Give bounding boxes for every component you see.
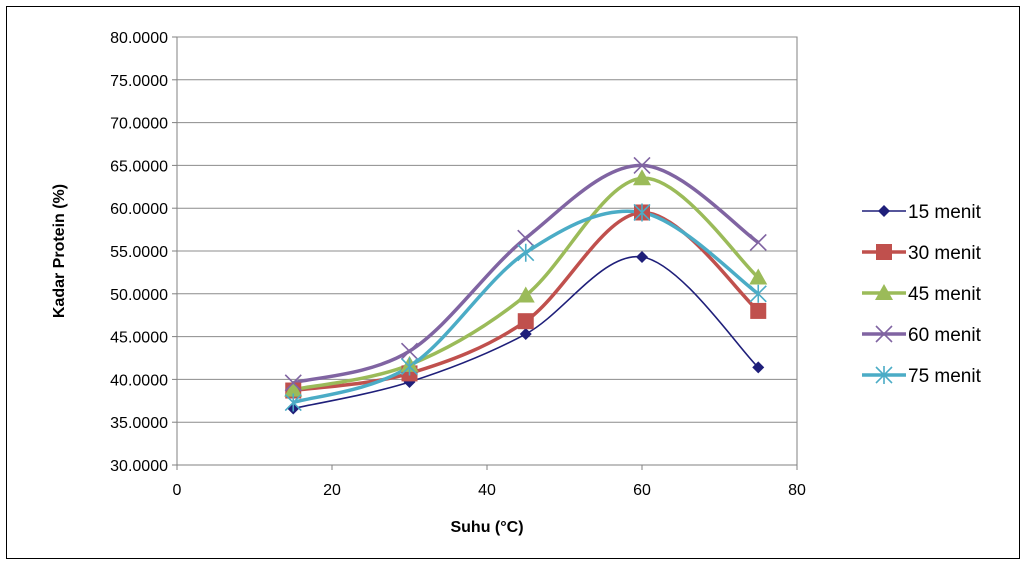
x-tick-label: 40: [478, 482, 496, 499]
data-point: [633, 156, 651, 174]
data-point: [284, 393, 302, 412]
y-tick-label: 30.0000: [110, 458, 168, 475]
x-axis-title: Suhu (°C): [450, 519, 523, 536]
y-tick-label: 60.0000: [110, 201, 168, 218]
legend-marker: [875, 284, 893, 300]
data-point: [284, 380, 303, 397]
x-axis-ticks: 0 20 40 60 80: [173, 465, 806, 499]
y-axis-title: Kadar Protein (%): [51, 184, 68, 318]
data-point: [517, 313, 534, 330]
series-markers: [284, 156, 768, 415]
data-point: [633, 169, 651, 186]
y-tick-label: 40.0000: [110, 372, 168, 389]
x-tick-label: 20: [323, 482, 341, 499]
y-axis-ticks: 30.0000 35.0000 40.0000 45.0000 50.0000 55.00…: [110, 30, 177, 475]
legend-item: 45 menit: [862, 284, 982, 305]
legend-label: 45 menit: [908, 284, 982, 305]
x-tick-label: 60: [633, 482, 651, 499]
y-tick-label: 45.0000: [110, 330, 168, 347]
y-tick-label: 50.0000: [110, 287, 168, 304]
legend-item: 60 menit: [862, 325, 982, 346]
legend: 15 menit 30 menit 45 menit 60 menit 75 menit: [862, 202, 982, 387]
data-point: [633, 203, 651, 222]
data-point: [517, 243, 535, 262]
legend-item: 30 menit: [862, 243, 982, 264]
x-tick-label: 0: [173, 482, 182, 499]
y-tick-label: 35.0000: [110, 415, 168, 432]
data-point: [750, 302, 767, 319]
x-tick-label: 80: [788, 482, 806, 499]
legend-label: 15 menit: [908, 202, 982, 223]
data-point: [400, 342, 419, 360]
data-point: [517, 229, 535, 247]
data-point: [400, 357, 419, 376]
data-point: [752, 361, 765, 374]
y-tick-label: 75.0000: [110, 73, 168, 90]
legend-label: 30 menit: [908, 243, 982, 264]
legend-marker: [875, 366, 893, 384]
data-point: [516, 286, 535, 303]
data-point: [749, 284, 767, 303]
y-tick-label: 80.0000: [110, 30, 168, 47]
legend-item: 15 menit: [862, 202, 982, 223]
series-line-3: [292, 176, 760, 392]
data-point: [519, 328, 532, 341]
series-line-1: [293, 256, 759, 410]
y-tick-label: 55.0000: [110, 244, 168, 261]
y-tick-label: 65.0000: [110, 158, 168, 175]
y-tick-label: 70.0000: [110, 116, 168, 133]
legend-item: 75 menit: [862, 366, 982, 387]
legend-marker: [876, 244, 892, 260]
gridlines: [177, 36, 797, 423]
legend-label: 75 menit: [908, 366, 982, 387]
legend-label: 60 menit: [908, 325, 982, 346]
legend-marker: [878, 205, 890, 217]
legend-marker: [875, 325, 893, 343]
data-point: [284, 374, 302, 392]
data-point: [636, 250, 648, 263]
data-point: [749, 268, 768, 285]
data-point: [749, 233, 767, 252]
